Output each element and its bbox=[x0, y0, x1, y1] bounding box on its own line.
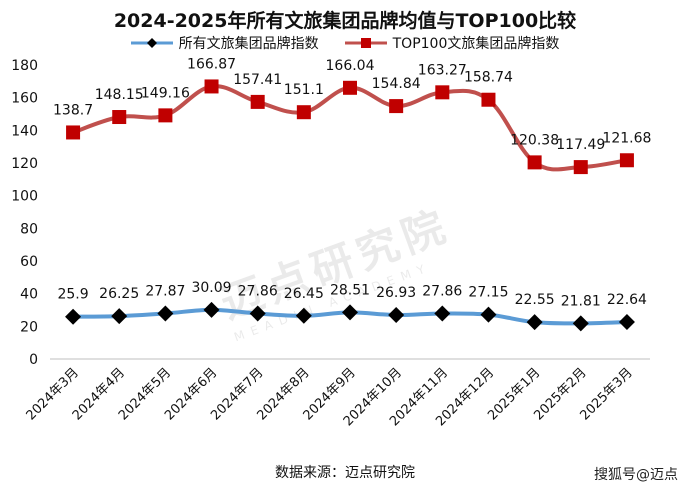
data-point-all bbox=[295, 307, 312, 324]
data-label-all: 22.64 bbox=[607, 292, 647, 308]
data-label-all: 28.51 bbox=[330, 282, 370, 298]
data-label-top100: 151.1 bbox=[284, 82, 324, 98]
data-point-top100 bbox=[481, 92, 496, 107]
data-point-all bbox=[203, 301, 220, 318]
data-point-top100 bbox=[573, 160, 588, 175]
data-label-top100: 166.87 bbox=[187, 56, 236, 72]
data-point-all bbox=[572, 315, 589, 332]
data-label-all: 26.25 bbox=[99, 286, 139, 302]
legend-item-top100: TOP100文旅集团品牌指数 bbox=[344, 33, 560, 53]
data-point-top100 bbox=[250, 94, 265, 109]
data-point-top100 bbox=[204, 79, 219, 94]
data-point-top100 bbox=[389, 99, 404, 114]
y-tick-label: 0 bbox=[29, 352, 38, 368]
legend-label-top100: TOP100文旅集团品牌指数 bbox=[392, 36, 560, 52]
data-label-all: 25.9 bbox=[57, 287, 88, 303]
legend-label-all: 所有文旅集团品牌指数 bbox=[178, 36, 319, 52]
data-point-top100 bbox=[66, 125, 81, 140]
data-label-all: 27.15 bbox=[468, 285, 508, 301]
data-point-all bbox=[111, 308, 128, 325]
legend: 所有文旅集团品牌指数 TOP100文旅集团品牌指数 bbox=[0, 33, 690, 53]
data-point-all bbox=[249, 305, 266, 322]
y-tick-label: 160 bbox=[11, 91, 38, 107]
data-point-all bbox=[434, 305, 451, 322]
data-point-top100 bbox=[619, 153, 634, 168]
data-label-top100: 121.68 bbox=[602, 130, 651, 146]
data-point-all bbox=[342, 304, 358, 321]
data-point-top100 bbox=[112, 110, 127, 125]
data-label-all: 26.45 bbox=[284, 286, 324, 302]
data-label-top100: 148.15 bbox=[95, 87, 144, 103]
y-tick-label: 140 bbox=[11, 123, 38, 139]
data-point-top100 bbox=[343, 80, 357, 95]
legend-swatch-all bbox=[130, 38, 173, 48]
data-label-all: 27.86 bbox=[238, 283, 278, 299]
data-label-all: 27.86 bbox=[422, 283, 462, 299]
y-tick-label: 120 bbox=[11, 156, 38, 172]
y-tick-label: 40 bbox=[20, 287, 38, 303]
data-label-top100: 120.38 bbox=[510, 132, 559, 148]
data-point-top100 bbox=[158, 108, 173, 123]
data-label-top100: 149.16 bbox=[141, 85, 190, 101]
data-point-top100 bbox=[296, 105, 311, 120]
data-label-top100: 166.04 bbox=[326, 58, 375, 74]
data-point-all bbox=[65, 308, 82, 325]
data-label-all: 30.09 bbox=[191, 280, 231, 296]
data-label-top100: 157.41 bbox=[233, 72, 282, 88]
y-tick-label: 100 bbox=[11, 189, 38, 205]
data-point-all bbox=[480, 306, 497, 323]
data-point-all bbox=[526, 314, 543, 331]
data-label-top100: 158.74 bbox=[464, 70, 513, 86]
data-label-all: 27.87 bbox=[145, 283, 185, 299]
y-tick-label: 80 bbox=[20, 221, 38, 237]
source-note: 数据来源：迈点研究院 bbox=[275, 465, 415, 481]
legend-swatch-top100 bbox=[344, 38, 387, 48]
y-tick-label: 180 bbox=[11, 58, 38, 74]
data-label-all: 21.81 bbox=[561, 293, 601, 309]
data-label-top100: 154.84 bbox=[372, 76, 421, 92]
data-label-top100: 117.49 bbox=[556, 137, 605, 153]
data-point-all bbox=[157, 305, 174, 322]
legend-item-all: 所有文旅集团品牌指数 bbox=[130, 33, 319, 53]
data-point-top100 bbox=[527, 155, 542, 170]
data-label-top100: 163.27 bbox=[418, 62, 467, 78]
credit-note: 搜狐号@迈点 bbox=[594, 467, 678, 483]
data-point-top100 bbox=[435, 85, 450, 100]
data-point-all bbox=[618, 314, 635, 331]
y-tick-label: 60 bbox=[20, 254, 38, 270]
data-point-all bbox=[388, 307, 405, 324]
chart-title: 2024-2025年所有文旅集团品牌均值与TOP100比较 bbox=[113, 10, 577, 32]
data-label-all: 22.55 bbox=[515, 292, 555, 308]
data-label-top100: 138.7 bbox=[53, 102, 93, 118]
data-label-all: 26.93 bbox=[376, 285, 416, 301]
y-tick-label: 20 bbox=[20, 319, 38, 335]
